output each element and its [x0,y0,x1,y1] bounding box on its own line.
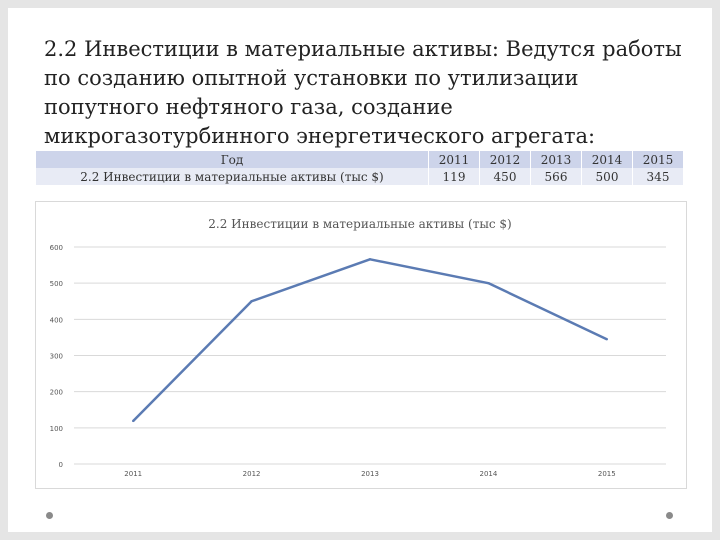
data-point [605,338,608,341]
data-point [487,281,490,285]
x-tick-label: 2013 [361,470,379,478]
y-tick-label: 100 [50,425,63,433]
data-table: Год 2011 2012 2013 2014 2015 2.2 Инвести… [36,151,684,185]
y-tick-label: 300 [50,353,63,361]
table-cell: 2013 [530,151,582,168]
table-cell: 500 [581,168,633,185]
x-tick-label: 2011 [124,470,142,478]
x-tick-label: 2015 [598,470,616,478]
y-tick-label: 0 [59,461,63,469]
table-cell: 2015 [632,151,684,168]
y-tick-label: 400 [50,316,63,324]
data-point [132,419,135,423]
table-cell: 345 [632,168,684,185]
table-cell: 2011 [428,151,480,168]
data-point [368,258,372,261]
line-chart: 2.2 Инвестиции в материальные активы (ты… [35,201,687,489]
slide-dot-right [666,512,673,519]
y-tick-label: 200 [50,389,63,397]
slide-heading: 2.2 Инвестиции в материальные активы: Ве… [44,37,682,148]
table-row-years: Год 2011 2012 2013 2014 2015 [36,151,684,168]
slide: 2.2 Инвестиции в материальные активы: Ве… [8,8,712,532]
table-cell: 2012 [479,151,531,168]
table-row-label: Год [36,151,429,168]
table-cell: 566 [530,168,582,185]
table-row-investments: 2.2 Инвестиции в материальные активы (ты… [36,168,684,185]
x-tick-label: 2014 [479,470,497,478]
chart-title: 2.2 Инвестиции в материальные активы (ты… [208,217,512,231]
slide-dot-left [46,512,53,519]
table-row-label: 2.2 Инвестиции в материальные активы (ты… [36,168,429,185]
y-tick-label: 600 [50,244,63,252]
x-tick-label: 2012 [243,470,261,478]
data-point [250,300,253,303]
table-cell: 450 [479,168,531,185]
table-cell: 2014 [581,151,633,168]
table-cell: 119 [428,168,480,185]
chart-svg: 2.2 Инвестиции в материальные активы (ты… [50,217,666,478]
y-tick-label: 500 [50,280,63,288]
